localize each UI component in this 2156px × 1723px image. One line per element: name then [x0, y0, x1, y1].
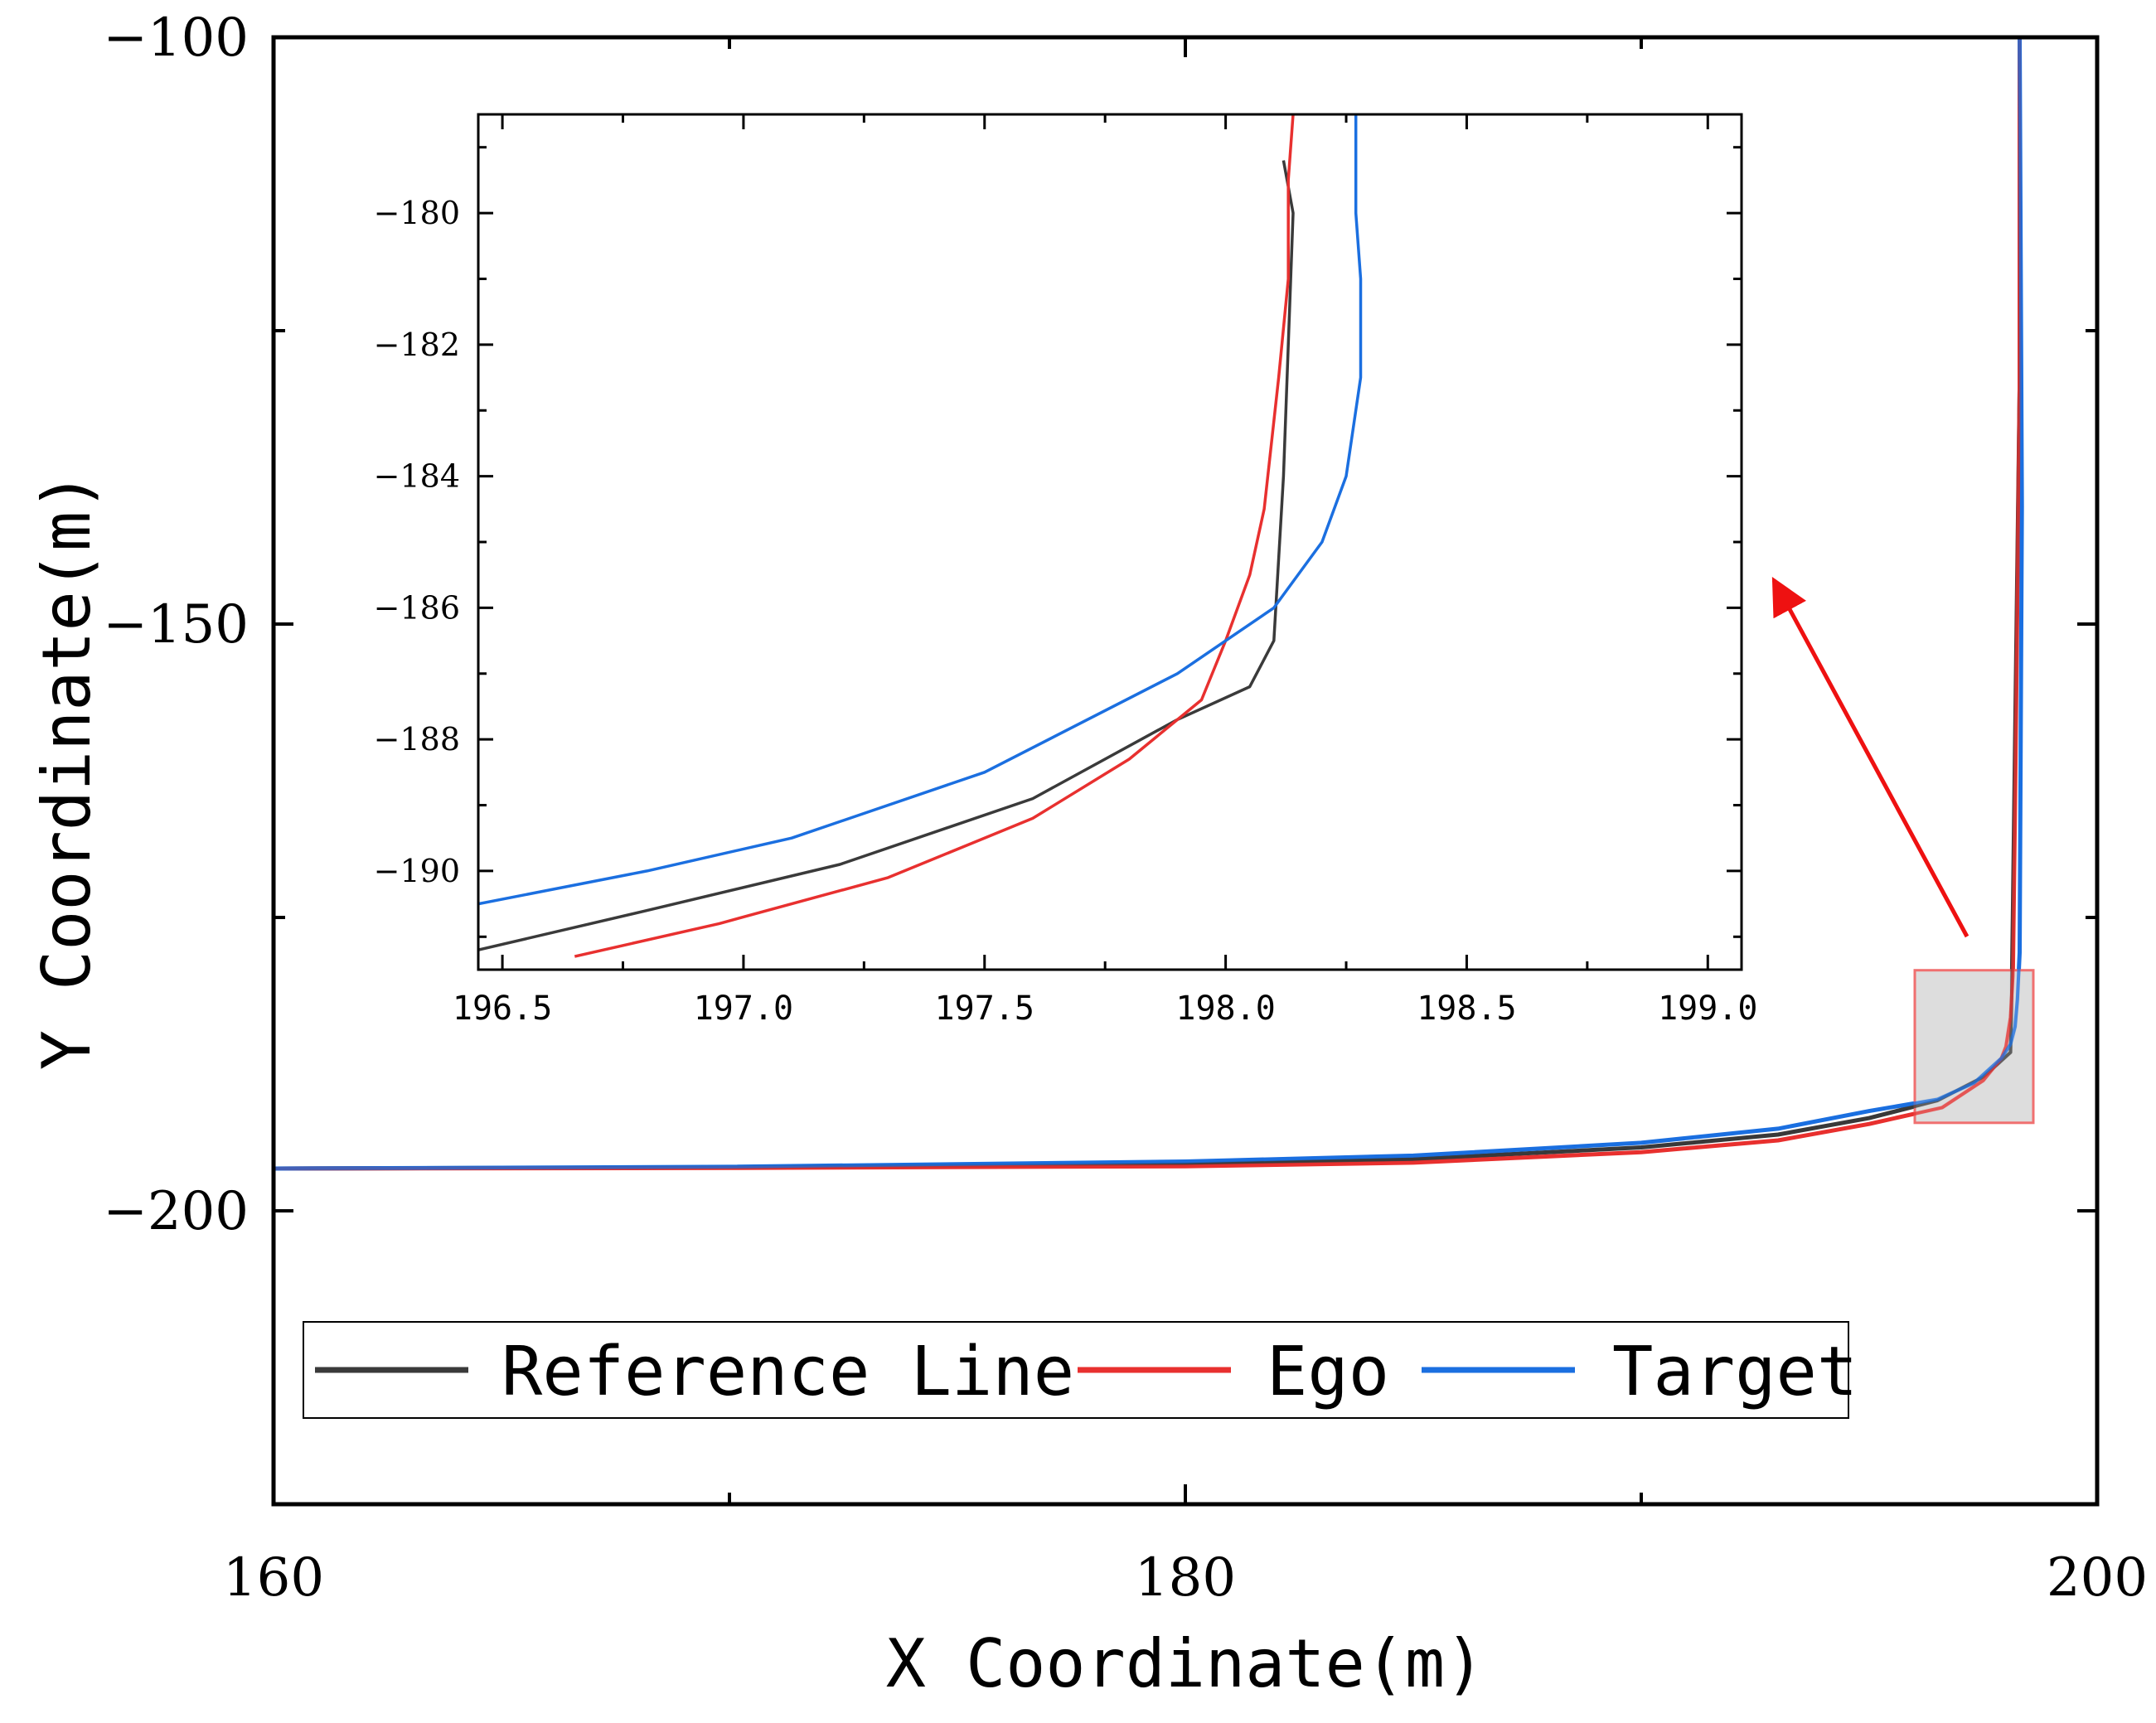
y-tick-label: −150 — [103, 594, 249, 656]
main-plot: 160 180 200 −100 −150 −200 X Coordinate(m) Y … — [28, 7, 2148, 1702]
x-tick-label: 160 — [223, 1547, 324, 1609]
inset-x-tick-label: 198.5 — [1417, 990, 1516, 1028]
main-plot-frame — [271, 35, 2100, 1507]
legend-label-target: Target — [1612, 1333, 1858, 1411]
inset-y-tick-label: −188 — [374, 721, 460, 757]
y-tick-label: −100 — [103, 7, 249, 69]
inset-series-target — [478, 114, 1363, 906]
x-tick-label: 180 — [1135, 1547, 1236, 1609]
inset-frame — [477, 113, 1743, 971]
inset-background — [478, 114, 1742, 970]
inset-plot: 196.5 197.0 197.5 198.0 198.5 199.0 −180 −182 −1… — [374, 113, 1758, 1028]
main-series-target-overlay — [274, 37, 2024, 1170]
legend: Reference Line Ego Target — [303, 1321, 1858, 1419]
inset-x-tick-label: 196.5 — [453, 990, 552, 1028]
inset-y-tick-label: −190 — [374, 853, 460, 889]
inset-x-tick-label: 197.5 — [935, 990, 1034, 1028]
legend-label-ego: Ego — [1267, 1333, 1389, 1411]
inset-series-reference-line — [478, 160, 1295, 951]
zoom-arrow — [1771, 577, 1969, 938]
inset-x-tick-label: 199.0 — [1658, 990, 1757, 1028]
inset-y-tick-label: −184 — [374, 458, 460, 495]
x-tick-label: 200 — [2047, 1547, 2148, 1609]
legend-box — [303, 1321, 1849, 1419]
inset-y-tick-label: −182 — [374, 327, 460, 363]
legend-label-reference-line: Reference Line — [501, 1333, 1074, 1411]
y-axis-label: Y Coordinate(m) — [28, 472, 105, 1070]
inset-ticks — [478, 114, 1742, 970]
zoom-region — [1913, 969, 2035, 1125]
inset-x-tick-label: 198.0 — [1175, 990, 1275, 1028]
y-tick-label: −200 — [103, 1181, 249, 1242]
inset-y-tick-label: −180 — [374, 195, 460, 231]
main-series-ego-overlay — [274, 37, 2022, 1170]
inset-x-tick-label: 197.0 — [694, 990, 793, 1028]
inset-series-group — [478, 114, 1363, 958]
main-tick-labels: 160 180 200 −100 −150 −200 — [103, 7, 2148, 1609]
inset-y-tick-label: −186 — [374, 589, 460, 626]
inset-tick-labels: 196.5 197.0 197.5 198.0 198.5 199.0 −180 −182 −1… — [374, 195, 1758, 1028]
main-series-overlay — [274, 37, 2024, 1170]
x-axis-label: X Coordinate(m) — [886, 1625, 1485, 1702]
